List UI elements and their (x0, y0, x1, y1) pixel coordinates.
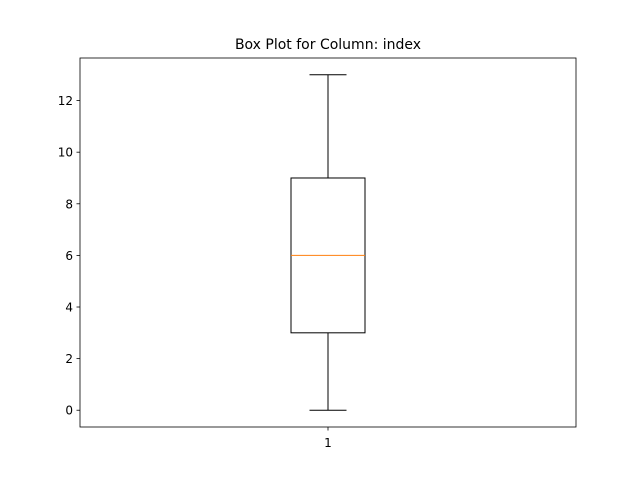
y-tick-label: 6 (65, 249, 73, 263)
y-tick-label: 0 (65, 404, 73, 418)
x-tick-label: 1 (324, 436, 332, 450)
axes-frame (79, 57, 577, 428)
y-tick-label: 10 (58, 146, 73, 160)
y-tick-label: 8 (65, 197, 73, 211)
y-tick-label: 4 (65, 301, 73, 315)
y-tick-label: 2 (65, 352, 73, 366)
plot-area: 0 2 4 6 8 10 12 1 (58, 57, 577, 450)
chart-title: Box Plot for Column: index (235, 37, 421, 53)
y-tick-label: 12 (58, 94, 73, 108)
